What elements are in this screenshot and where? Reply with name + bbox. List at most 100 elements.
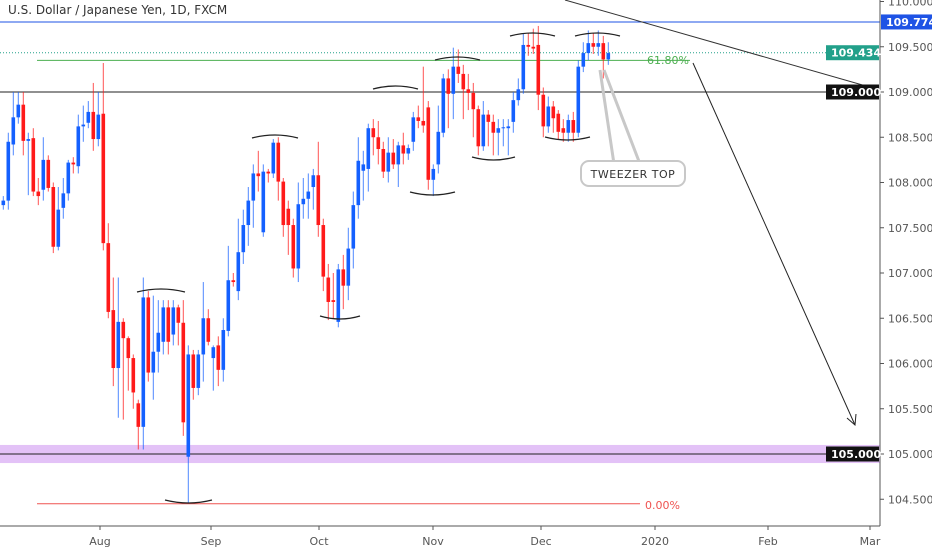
candle: [11, 92, 16, 156]
candle-body: [271, 142, 276, 174]
candle: [356, 137, 361, 219]
candle-body: [371, 128, 376, 138]
candle: [121, 318, 126, 420]
price-tick-label: 108.500: [888, 131, 932, 144]
candle: [81, 105, 86, 142]
price-tick-label: 106.000: [888, 358, 932, 371]
candle-body: [606, 53, 611, 60]
candle-body: [256, 173, 261, 177]
candle-body: [316, 175, 321, 226]
candle: [491, 114, 496, 156]
candle-body: [186, 354, 191, 457]
candle-body: [191, 354, 196, 388]
candle-body: [436, 131, 441, 165]
candle-body: [441, 78, 446, 133]
candle: [161, 300, 166, 355]
candle-body: [356, 160, 361, 206]
candle-body: [161, 307, 166, 342]
candle-body: [51, 187, 56, 247]
candle-body: [411, 117, 416, 142]
candle: [21, 92, 26, 156]
candle-body: [201, 318, 206, 355]
projection-arrow[interactable]: [692, 62, 856, 426]
candle: [276, 137, 281, 201]
candle-body: [181, 322, 186, 423]
candle: [346, 227, 351, 301]
candle-body: [456, 66, 461, 74]
candle-body: [301, 198, 306, 205]
candle-body: [426, 107, 431, 180]
candle: [386, 137, 391, 183]
candles: [1, 25, 611, 503]
tweezer-top-callout[interactable]: TWEEZER TOP: [580, 69, 686, 187]
candle-body: [91, 111, 96, 140]
candle: [216, 336, 221, 387]
candle-body: [211, 347, 216, 359]
price-tick-label: 110.000: [888, 0, 932, 9]
time-tick-label: 2020: [641, 535, 669, 548]
candle-body: [11, 117, 16, 145]
candle-body: [241, 225, 246, 253]
candle: [31, 128, 36, 197]
time-axis[interactable]: [0, 526, 880, 550]
candle-body: [451, 66, 456, 94]
candle-body: [326, 277, 331, 302]
candle-body: [66, 162, 71, 194]
candle-body: [491, 121, 496, 133]
price-box-label: 109.434: [831, 47, 881, 60]
candle: [436, 105, 441, 174]
candle: [581, 42, 586, 73]
candle: [91, 82, 96, 151]
candle-body: [531, 46, 536, 49]
candle: [371, 119, 376, 156]
candle: [131, 354, 136, 409]
candle: [606, 42, 611, 65]
time-tick-label: Oct: [309, 535, 329, 548]
candle: [291, 218, 296, 278]
candle-body: [501, 127, 506, 129]
candle: [486, 110, 491, 147]
candle: [366, 123, 371, 192]
candle-body: [141, 297, 146, 427]
trend-line[interactable]: [564, 0, 881, 91]
candle-body: [416, 117, 421, 121]
top-arc: [509, 32, 556, 37]
candle: [236, 218, 241, 301]
candle: [401, 132, 406, 165]
candle-body: [111, 310, 116, 369]
candle: [416, 105, 421, 129]
candle: [411, 111, 416, 151]
candle: [396, 141, 401, 188]
candle: [326, 263, 331, 321]
candle: [201, 282, 206, 382]
candle: [41, 137, 46, 201]
candle-body: [41, 159, 46, 190]
bottom-arc: [164, 499, 213, 504]
fib-618-label: 61.80%: [647, 54, 689, 67]
candle-body: [336, 269, 341, 322]
price-axis[interactable]: [880, 0, 932, 550]
candle: [271, 139, 276, 178]
candle: [241, 209, 246, 264]
candle-body: [486, 114, 491, 122]
candle-body: [381, 149, 386, 172]
candle-body: [151, 351, 156, 373]
candle: [296, 182, 301, 283]
candle: [66, 159, 71, 201]
time-tick-label: Sep: [201, 535, 222, 548]
top-arc: [251, 134, 299, 139]
candle: [46, 155, 51, 192]
candle-body: [281, 181, 286, 226]
bottom-arc: [319, 315, 361, 320]
candle: [261, 164, 266, 237]
price-box-label: 105.000: [831, 448, 881, 461]
candle-body: [21, 104, 26, 141]
candle: [266, 168, 271, 183]
candle-body: [341, 269, 346, 286]
price-tick-label: 106.500: [888, 312, 932, 325]
candle-body: [351, 205, 356, 249]
last-price-box: 109.434: [826, 45, 881, 61]
candle: [106, 223, 111, 319]
